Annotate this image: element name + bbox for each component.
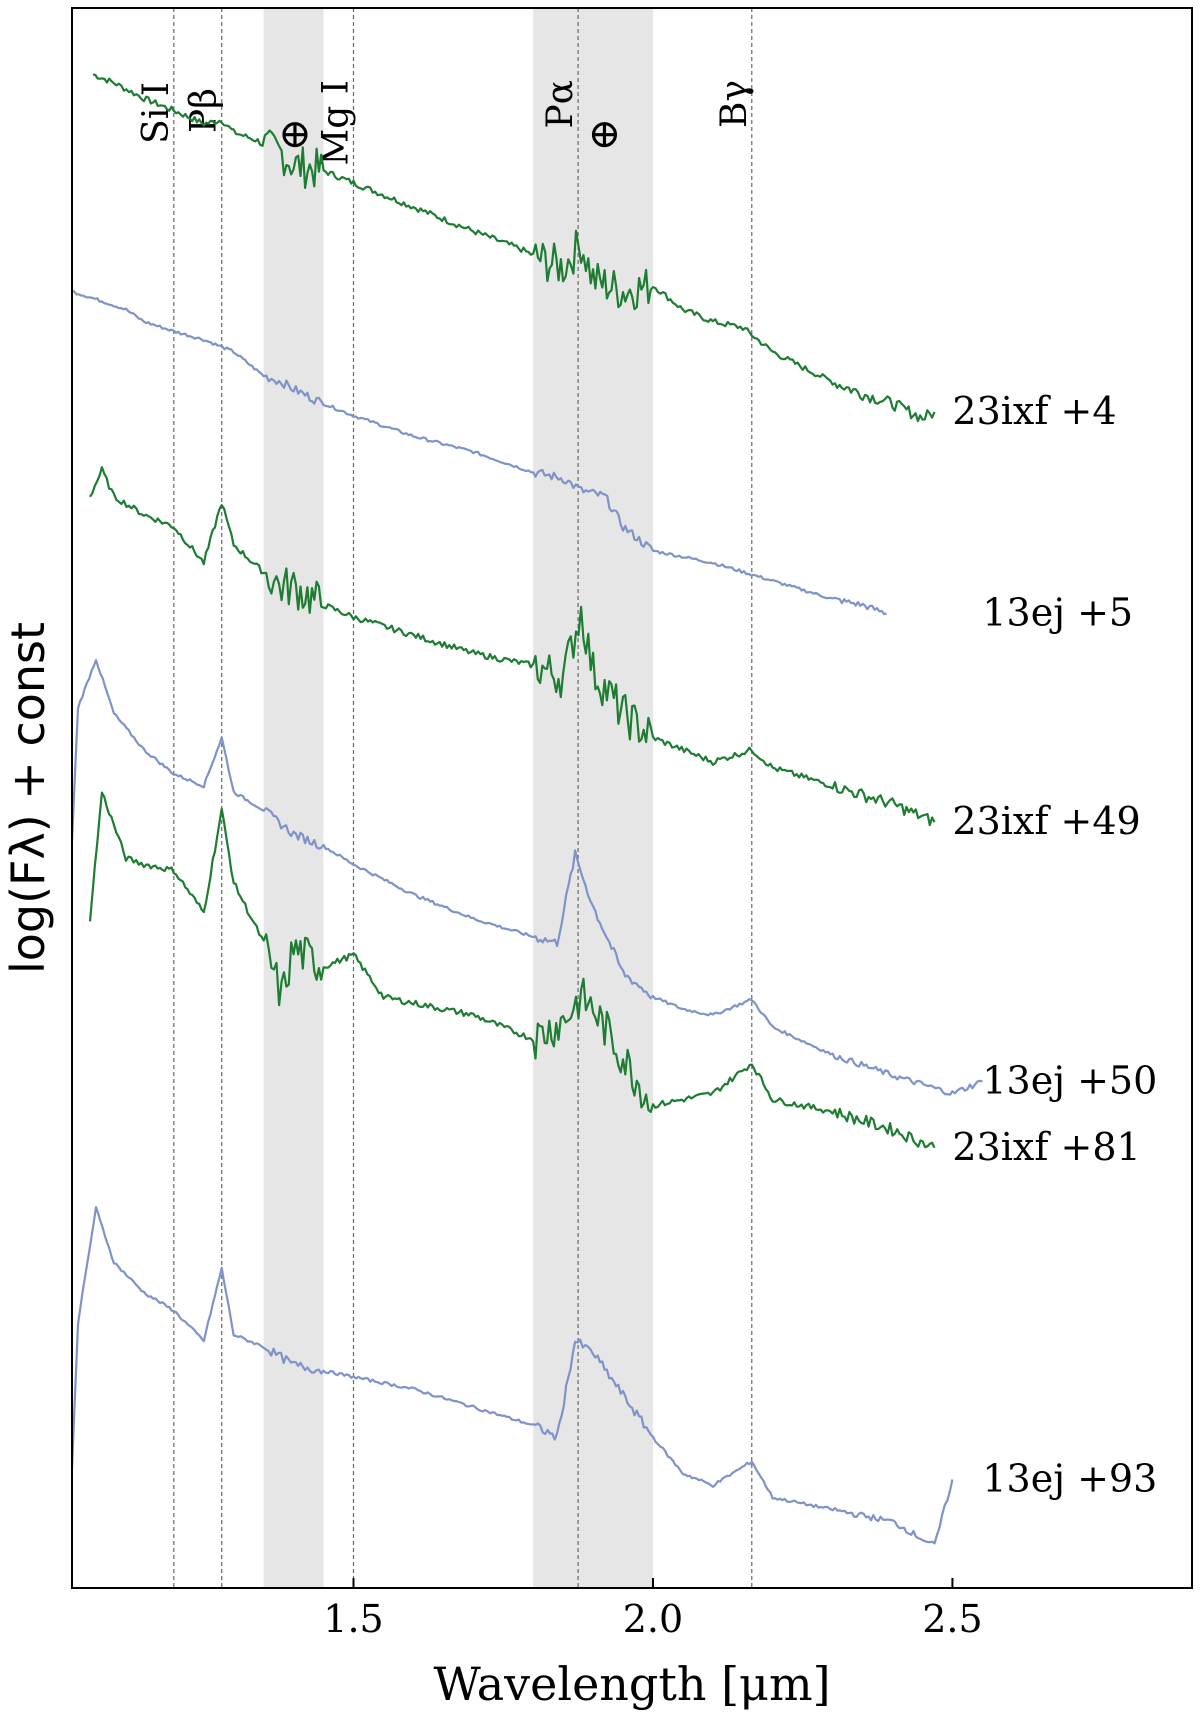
line-markers: Si I Pβ Mg I Pα Bγ <box>136 8 755 1588</box>
spectra-series <box>70 73 983 1545</box>
telluric-band <box>533 8 653 1588</box>
x-axis-label: Wavelength [μm] <box>433 1657 830 1711</box>
spectrum-line <box>70 658 983 1096</box>
line-marker-label: Si I <box>136 82 177 144</box>
spectrum-labels: 23ixf +4 13ej +5 23ixf +49 13ej +50 23ixf +8… <box>952 389 1157 1500</box>
plot-frame <box>71 7 1193 1589</box>
x-axis-ticks: 1.5 2.0 2.5 <box>323 1578 983 1641</box>
spectrum-label: 23ixf +81 <box>952 1125 1140 1169</box>
x-tick-label: 2.0 <box>623 1597 683 1641</box>
line-marker-label: Bγ <box>714 80 755 128</box>
telluric-band <box>263 8 324 1588</box>
spectrum-line <box>92 73 936 423</box>
x-tick-label: 2.5 <box>922 1597 982 1641</box>
spectrum-line <box>88 791 936 1149</box>
spectrum-line <box>71 289 887 616</box>
x-tick-label: 1.5 <box>323 1597 383 1641</box>
spectrum-label: 13ej +93 <box>982 1456 1157 1500</box>
telluric-bands: ⊕ ⊕ <box>263 8 653 1588</box>
y-axis-label: log(Fλ) + const <box>1 622 55 974</box>
spectrum-line <box>70 1206 954 1545</box>
spectrum-label: 13ej +5 <box>982 590 1133 634</box>
spectrum-label: 23ixf +4 <box>952 389 1116 433</box>
spectrum-label: 23ixf +49 <box>952 799 1140 843</box>
line-marker-label: Pα <box>540 80 581 129</box>
telluric-band-label: ⊕ <box>581 118 627 152</box>
spectrum-label: 13ej +50 <box>982 1058 1157 1102</box>
spectrum-line <box>89 466 936 827</box>
line-marker-label: Mg I <box>315 80 356 166</box>
